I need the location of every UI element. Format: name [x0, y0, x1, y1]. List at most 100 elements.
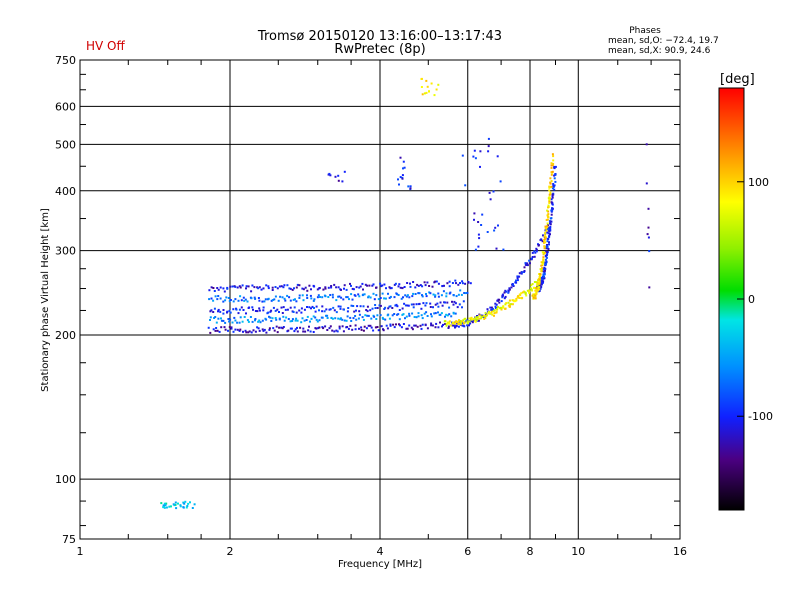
echo-point	[308, 325, 310, 328]
echo-point	[337, 286, 340, 289]
echo-point	[524, 262, 527, 265]
colorbar-tick-label: 0	[748, 293, 755, 306]
echo-point	[291, 288, 294, 291]
echo-point	[454, 312, 457, 315]
echo-point	[456, 322, 459, 325]
echo-point	[277, 299, 280, 302]
echo-point	[646, 233, 649, 236]
echo-point	[223, 326, 226, 329]
echo-point	[308, 306, 311, 309]
echo-point	[295, 317, 298, 320]
echo-point	[511, 303, 514, 306]
echo-point	[306, 289, 309, 292]
echo-point	[337, 174, 340, 177]
echo-point	[452, 324, 455, 327]
echo-point	[288, 287, 291, 290]
echo-point	[381, 284, 384, 287]
echo-point	[228, 300, 231, 303]
echo-point	[238, 329, 241, 332]
echo-point	[504, 295, 507, 298]
echo-point	[224, 328, 227, 331]
echo-point	[540, 264, 543, 267]
echo-point	[382, 329, 385, 332]
echo-point	[468, 317, 471, 320]
echo-point	[400, 297, 403, 300]
echo-point	[398, 283, 401, 286]
echo-point	[262, 287, 265, 290]
echo-point	[258, 286, 261, 289]
echo-point	[481, 213, 484, 216]
echo-point	[408, 314, 411, 317]
echo-point	[428, 285, 431, 287]
echo-point	[550, 162, 553, 165]
echo-point	[421, 317, 424, 320]
echo-point	[236, 286, 239, 289]
echo-point	[451, 282, 454, 284]
echo-point	[549, 225, 552, 228]
echo-point	[354, 328, 357, 331]
echo-point	[302, 330, 305, 333]
echo-point	[334, 175, 337, 178]
echo-point	[358, 313, 361, 316]
echo-point	[316, 320, 319, 323]
echo-point	[177, 502, 179, 505]
echo-point	[228, 320, 231, 323]
echo-point	[271, 289, 274, 291]
echo-point	[544, 241, 547, 244]
echo-point	[520, 292, 523, 295]
echo-point	[234, 298, 237, 301]
echo-point	[448, 306, 451, 309]
echo-point	[331, 317, 334, 320]
echo-point	[343, 319, 346, 322]
echo-point	[542, 270, 545, 273]
echo-point	[402, 313, 405, 316]
echo-point	[484, 312, 487, 315]
y-tick-label: 400	[55, 185, 76, 198]
colorbar-unit: [deg]	[720, 72, 755, 87]
echo-point	[545, 247, 548, 250]
echo-point	[346, 315, 349, 318]
echo-point	[219, 286, 222, 289]
echo-point	[376, 314, 379, 317]
echo-point	[421, 294, 423, 297]
echo-point	[354, 315, 357, 317]
echo-point	[501, 294, 504, 297]
echo-point	[335, 299, 338, 302]
echo-point	[471, 321, 474, 324]
echo-point	[326, 329, 329, 331]
echo-point	[645, 182, 648, 185]
echo-point	[253, 286, 256, 289]
echo-point	[469, 322, 472, 325]
echo-point	[452, 321, 455, 324]
echo-point	[525, 294, 528, 297]
y-tick-label: 75	[62, 533, 76, 546]
echo-point	[318, 326, 321, 329]
echo-point	[461, 320, 464, 323]
echo-point	[507, 301, 510, 304]
echo-point	[245, 331, 248, 334]
echo-point	[445, 313, 448, 316]
echo-point	[282, 326, 285, 328]
echo-point	[350, 320, 353, 322]
echo-point	[489, 306, 492, 309]
echo-point	[464, 184, 467, 187]
echo-point	[359, 305, 362, 308]
echo-point	[549, 186, 552, 188]
echo-point	[538, 288, 541, 291]
echo-point	[416, 283, 419, 286]
echo-point	[272, 327, 275, 330]
echo-point	[336, 330, 339, 333]
echo-point	[542, 251, 545, 254]
echo-point	[421, 323, 424, 326]
echo-point	[500, 306, 503, 309]
echo-point	[231, 321, 234, 324]
echo-point	[490, 312, 493, 314]
echo-point	[423, 312, 426, 315]
echo-point	[416, 325, 419, 328]
echo-point	[338, 295, 341, 298]
echo-point	[372, 292, 375, 295]
echo-point	[430, 313, 432, 316]
echo-point	[544, 231, 547, 234]
echo-point	[335, 286, 338, 289]
echo-point	[538, 278, 541, 281]
